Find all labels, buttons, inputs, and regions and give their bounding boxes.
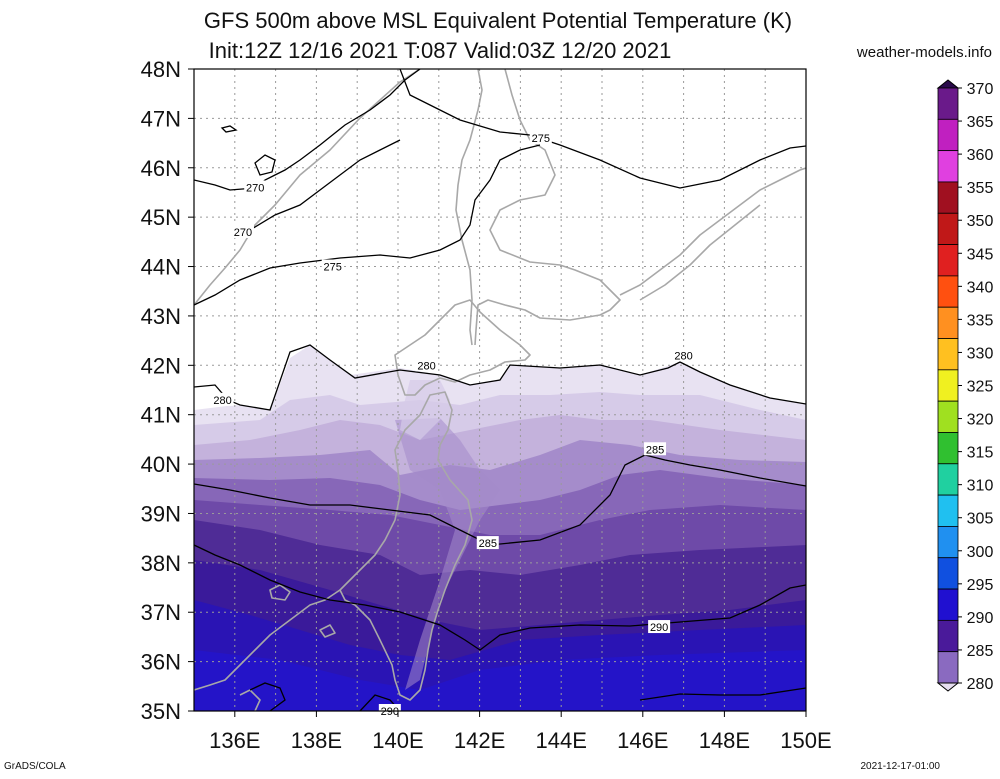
colorbar-segment (937, 118, 959, 152)
colorbar-label: 320 (967, 412, 994, 429)
svg-text:290: 290 (381, 706, 399, 718)
colorbar-segment (937, 588, 959, 621)
colorbar-label: 280 (967, 676, 994, 693)
lon-label: 146E (617, 728, 668, 753)
svg-text:280: 280 (213, 395, 231, 407)
svg-text:275: 275 (324, 262, 342, 274)
lat-label: 42N (141, 353, 181, 378)
contour-label: 280 (672, 348, 695, 362)
colorbar-label: 370 (967, 81, 994, 98)
lat-label: 35N (141, 699, 181, 724)
svg-text:280: 280 (674, 350, 692, 362)
colorbar-label: 340 (967, 279, 994, 296)
colorbar-segment (937, 463, 959, 496)
svg-text:275: 275 (532, 133, 550, 145)
colorbar-segment (937, 432, 959, 465)
colorbar-segment (937, 557, 959, 590)
lat-label: 47N (141, 106, 181, 131)
colorbar-segment (937, 400, 959, 433)
contour-label: 290 (648, 620, 671, 634)
footer-timestamp: 2021-12-17-01:00 (860, 761, 940, 772)
lat-label: 36N (141, 650, 181, 675)
colorbar-segment (937, 306, 959, 339)
colorbar-label: 310 (967, 478, 994, 495)
colorbar-label: 290 (967, 610, 994, 627)
lon-label: 148E (699, 728, 750, 753)
svg-text:290: 290 (650, 622, 668, 634)
lat-label: 38N (141, 551, 181, 576)
contour-label: 275 (321, 259, 344, 274)
site-name: weather-models.info (856, 44, 992, 61)
contour-label: 270 (231, 224, 254, 239)
lat-label: 37N (141, 600, 181, 625)
colorbar-label: 300 (967, 544, 994, 561)
lat-label: 43N (141, 304, 181, 329)
lon-label: 144E (536, 728, 587, 753)
colorbar-segment (937, 338, 959, 371)
colorbar-label: 315 (967, 445, 994, 462)
latitude-labels: 48N 47N 46N 45N 44N 43N 42N 41N 40N 39N 38N 37N 36N 3… (141, 57, 194, 724)
svg-text:270: 270 (234, 227, 252, 239)
colorbar-label: 360 (967, 147, 994, 164)
lat-label: 41N (141, 403, 181, 428)
svg-text:285: 285 (646, 444, 664, 456)
colorbar-segment (937, 181, 959, 214)
lat-label: 46N (141, 156, 181, 181)
contour-label: 285 (644, 442, 667, 456)
lon-label: 138E (291, 728, 342, 753)
colorbar-segment (937, 369, 959, 402)
colorbar-segment (937, 87, 959, 120)
colorbar-cap-top (936, 79, 960, 89)
colorbar-segment (937, 619, 959, 653)
lat-label: 40N (141, 452, 181, 477)
contour-lines (194, 69, 806, 711)
colorbar-label: 325 (967, 379, 994, 396)
lat-label: 45N (141, 205, 181, 230)
colorbar-label: 355 (967, 180, 994, 197)
colorbar-label: 335 (967, 312, 994, 329)
lon-label: 136E (209, 728, 260, 753)
shaded-field (194, 69, 806, 711)
colorbar-label: 295 (967, 577, 994, 594)
colorbar-cap-bottom (936, 682, 960, 692)
lon-label: 142E (454, 728, 505, 753)
colorbar-segment (937, 212, 959, 245)
colorbar-label: 350 (967, 213, 994, 230)
lat-label: 39N (141, 501, 181, 526)
svg-text:280: 280 (417, 360, 435, 372)
svg-text:270: 270 (246, 183, 264, 195)
colorbar-label: 305 (967, 511, 994, 528)
contour-label: 280 (415, 358, 438, 372)
contour-label: 285 (476, 536, 499, 550)
footer-credit: GrADS/COLA (4, 761, 66, 772)
longitude-labels: 136E 138E 140E 142E 144E 146E 148E 150E (209, 711, 832, 753)
lon-label: 150E (780, 728, 831, 753)
map-title: GFS 500m above MSL Equivalent Potential … (203, 8, 793, 33)
contour-label: 280 (211, 392, 234, 407)
coastlines (194, 69, 806, 711)
lon-label: 140E (372, 728, 423, 753)
colorbar-segment (937, 275, 959, 308)
colorbar: 370 365 360 355 350 345 340 335 330 325 320 315 310 3… (936, 79, 994, 693)
colorbar-segment (937, 494, 959, 527)
lat-label: 48N (141, 57, 181, 82)
colorbar-segment (937, 526, 959, 559)
colorbar-segment (937, 651, 959, 684)
colorbar-segment (937, 244, 959, 277)
colorbar-label: 365 (967, 114, 994, 131)
contour-label: 275 (529, 131, 552, 145)
colorbar-label: 285 (967, 643, 994, 660)
contour-labels: 275 270 270 275 280 280 280 285 285 290 290 (211, 131, 695, 718)
colorbar-segment (937, 150, 959, 183)
colorbar-label: 330 (967, 345, 994, 362)
contour-label: 270 (244, 180, 267, 195)
svg-text:285: 285 (479, 538, 497, 550)
colorbar-label: 345 (967, 246, 994, 263)
map-subtitle: Init:12Z 12/16 2021 T:087 Valid:03Z 12/2… (208, 38, 672, 63)
lat-label: 44N (141, 255, 181, 280)
